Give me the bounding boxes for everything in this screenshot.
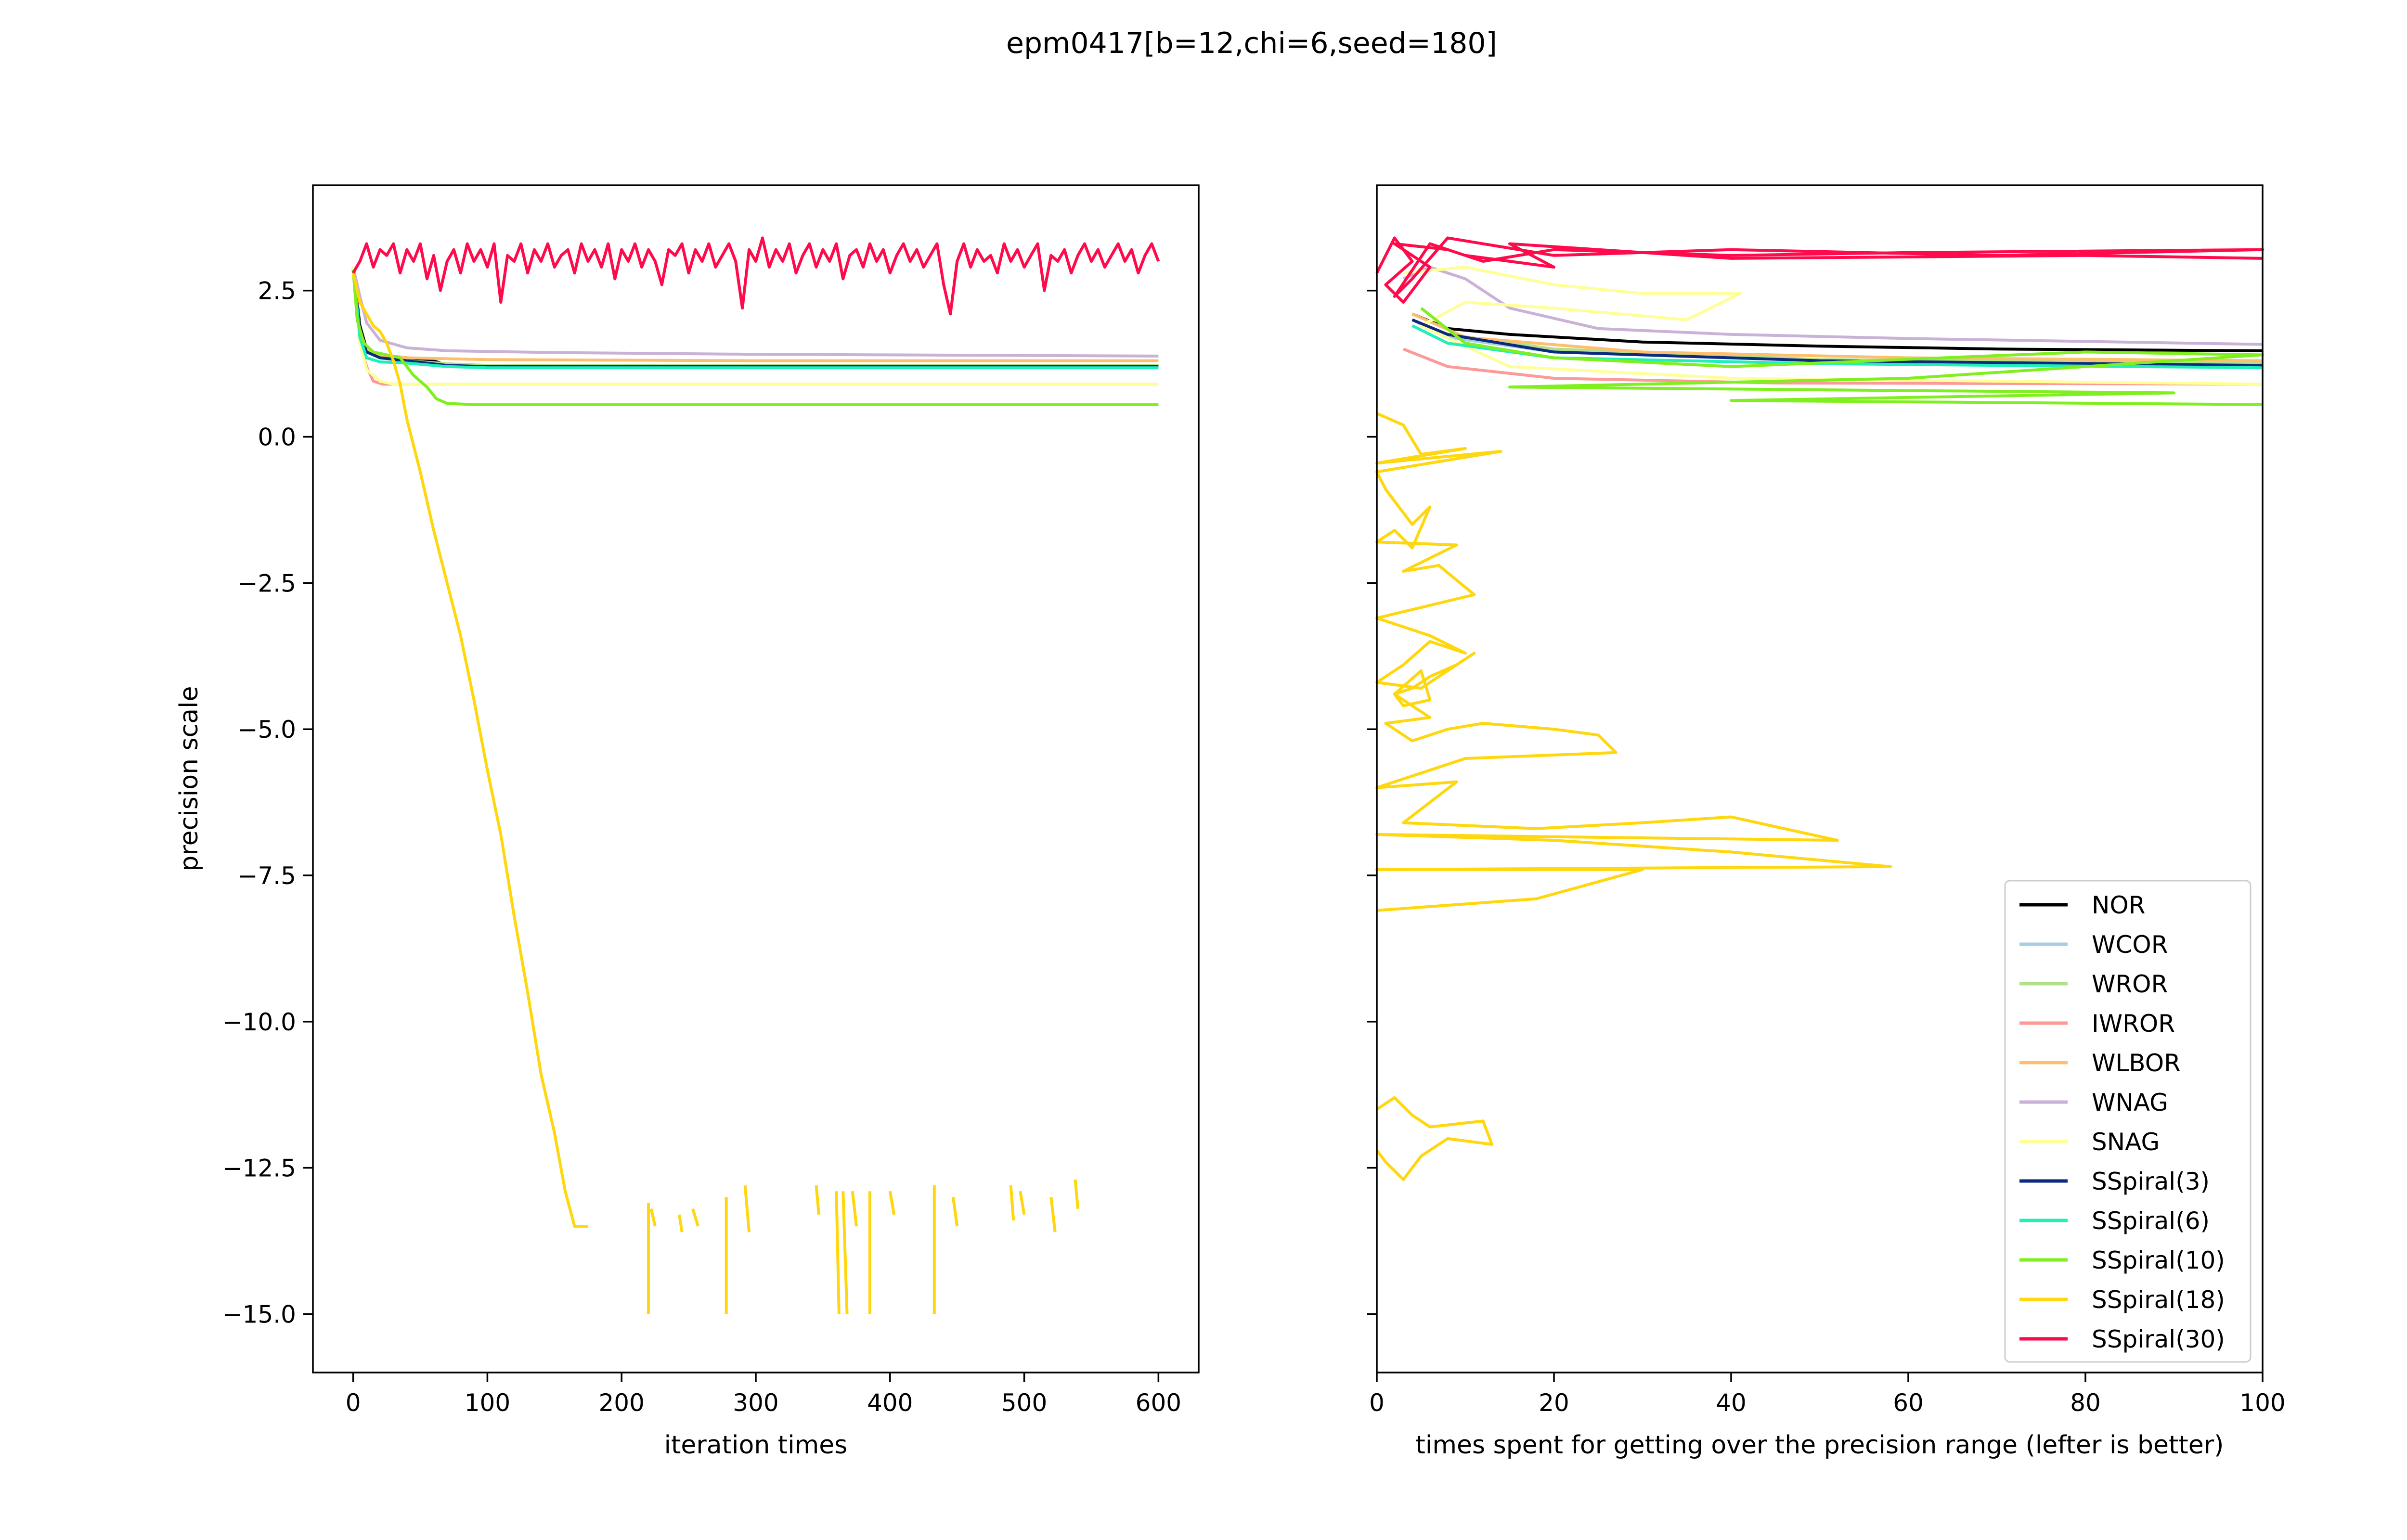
left-series-sspiral18 [351, 272, 588, 1228]
right-axes: 0 20 40 60 80 100 times spent for getting ove… [1367, 184, 2286, 1460]
left-xtick-label: 0 [346, 1389, 361, 1417]
left-sspiral18-fragment-5 [743, 1185, 751, 1232]
left-ytick-label: −7.5 [238, 862, 296, 890]
left-sspiral18-fragment-17 [1074, 1179, 1080, 1209]
right-xtick-label: 20 [1539, 1389, 1569, 1417]
legend-label: SSpiral(3) [2092, 1168, 2210, 1195]
left-sspiral18-fragment-16 [1049, 1197, 1057, 1232]
legend: NOR WCOR WROR IWROR WLBOR WNAG SNAG SSpiral(3) S… [2004, 880, 2252, 1363]
left-y-axis-label: precision scale [175, 686, 204, 871]
left-ytick-label: −10.0 [222, 1008, 296, 1036]
legend-frame [2004, 880, 2252, 1363]
left-xtick-label: 100 [465, 1389, 510, 1417]
legend-label: SSpiral(18) [2092, 1286, 2225, 1314]
left-xtick-label: 500 [1001, 1389, 1047, 1417]
left-sspiral18-fragment-15 [1019, 1191, 1026, 1215]
left-ytick-label: 0.0 [258, 424, 296, 451]
right-xtick-label: 40 [1716, 1389, 1747, 1417]
right-xtick-label: 60 [1893, 1389, 1924, 1417]
legend-label: WROR [2092, 970, 2168, 998]
left-series-wnag [351, 267, 1159, 358]
left-series-wlbor [351, 267, 1159, 362]
right-ticks-group: 0 20 40 60 80 100 [1367, 289, 2286, 1417]
left-sspiral18-fragment-1 [649, 1208, 657, 1227]
legend-label: NOR [2092, 891, 2146, 919]
legend-label: SSpiral(10) [2092, 1246, 2225, 1274]
left-ytick-label: −15.0 [222, 1300, 296, 1328]
right-xtick-label: 100 [2239, 1389, 2285, 1417]
left-xtick-label: 300 [733, 1389, 778, 1417]
chart-title: epm0417[b=12,chi=6,seed=180] [1006, 26, 1497, 60]
legend-label: WNAG [2092, 1089, 2168, 1116]
left-ytick-label: −5.0 [238, 716, 296, 744]
left-axes: 0 100 200 300 400 500 600 2.5 0.0 −2.5 −5.0 −7.5 −10… [175, 184, 1200, 1460]
left-xtick-label: 400 [867, 1389, 913, 1417]
legend-label: WLBOR [2092, 1049, 2181, 1077]
left-x-axis-label: iteration times [664, 1431, 848, 1460]
left-xtick-label: 200 [598, 1389, 644, 1417]
left-ytick-label: −12.5 [222, 1155, 296, 1182]
left-series-group [351, 236, 1160, 1314]
legend-label: SSpiral(30) [2092, 1325, 2225, 1353]
legend-label: WCOR [2092, 931, 2168, 959]
left-sspiral18-fragment-8 [841, 1191, 849, 1314]
right-xtick-label: 0 [1369, 1389, 1385, 1417]
left-ytick-label: 2.5 [258, 277, 296, 305]
left-sspiral18-fragment-13 [951, 1197, 959, 1227]
legend-label: SNAG [2092, 1128, 2160, 1156]
left-ticks-group: 0 100 200 300 400 500 600 2.5 0.0 −2.5 −5.0 −7.5 −10… [222, 277, 1181, 1417]
left-xtick-label: 600 [1136, 1389, 1181, 1417]
left-sspiral18-fragment-14 [1009, 1185, 1015, 1221]
right-series-snag [1403, 266, 2263, 386]
legend-label: IWROR [2092, 1010, 2175, 1038]
right-series-sspiral18-lower [1375, 1096, 1494, 1181]
right-series-sspiral18 [1375, 412, 1892, 912]
legend-label: SSpiral(6) [2092, 1207, 2210, 1235]
right-plot-frame [1376, 184, 2264, 1373]
right-series-sspiral3 [1411, 318, 2263, 367]
left-series-sspiral30 [352, 236, 1160, 316]
left-ytick-label: −2.5 [238, 569, 296, 597]
left-sspiral18-fragment-2 [678, 1214, 684, 1232]
right-series-nor [1411, 312, 2263, 352]
left-sspiral18-fragment-7 [835, 1191, 841, 1314]
left-sspiral18-fragment-3 [691, 1208, 699, 1227]
right-series-wnag [1402, 266, 2263, 346]
right-series-iwror [1403, 347, 2263, 386]
left-sspiral18-fragment-6 [815, 1185, 821, 1215]
right-x-axis-label: times spent for getting over the precisi… [1416, 1431, 2224, 1460]
right-xtick-label: 80 [2070, 1389, 2101, 1417]
left-sspiral18-fragment-9 [851, 1191, 858, 1227]
right-series-sspiral30 [1375, 236, 2264, 304]
legend-items: NOR WCOR WROR IWROR WLBOR WNAG SNAG SSpiral(3) S… [2019, 891, 2225, 1353]
left-sspiral18-fragment-11 [888, 1191, 896, 1215]
left-series-sspiral10 [351, 270, 1159, 406]
